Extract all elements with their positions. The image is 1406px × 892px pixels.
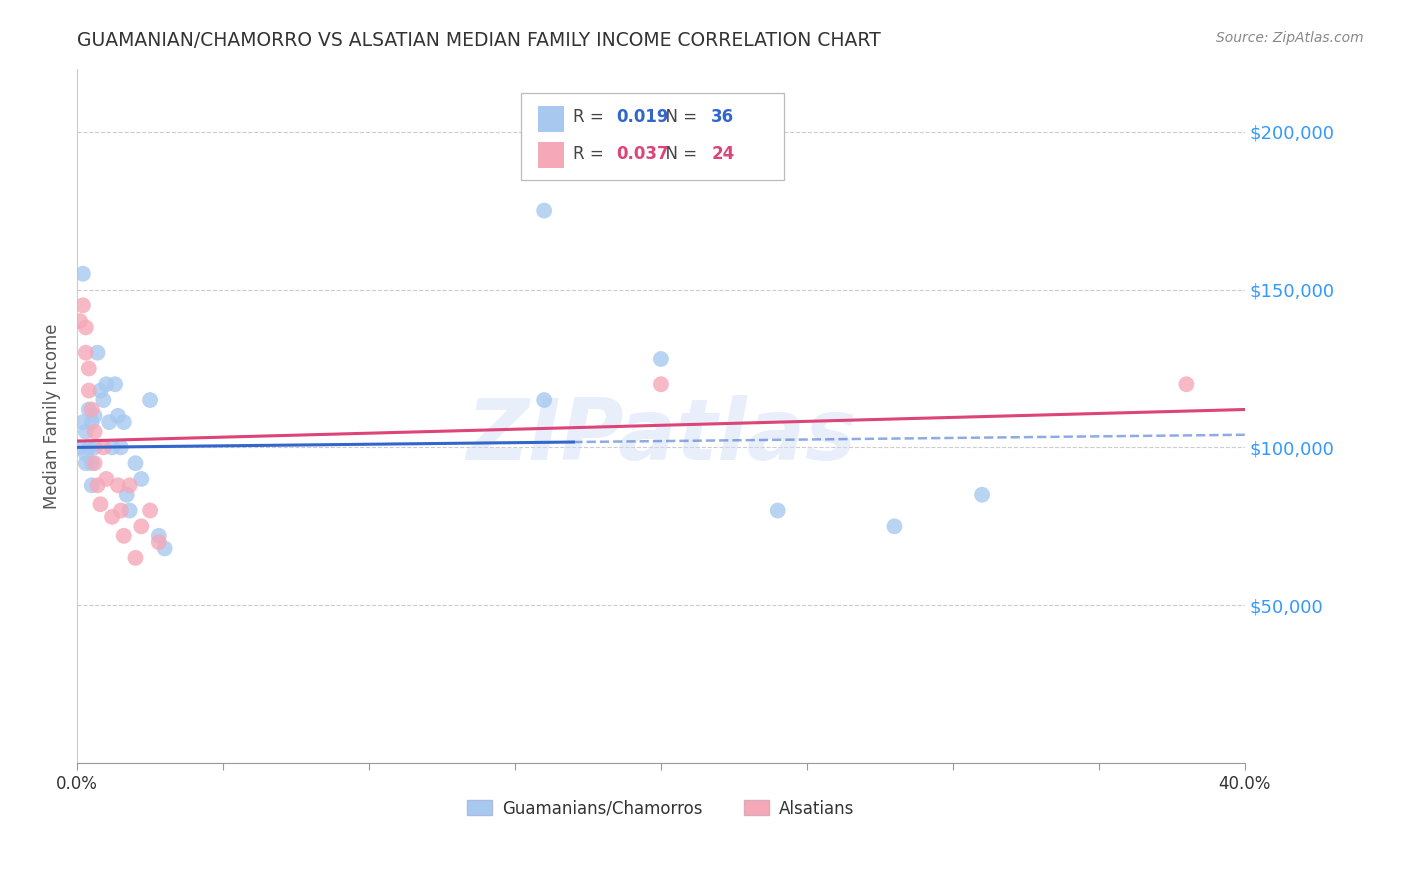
Text: 24: 24 — [711, 145, 734, 163]
Point — [650, 377, 672, 392]
Point — [107, 478, 129, 492]
Point — [72, 415, 94, 429]
Point — [96, 377, 118, 392]
Point — [131, 472, 153, 486]
Point — [104, 377, 127, 392]
Point — [533, 392, 555, 407]
Point — [69, 314, 91, 328]
Text: N =: N = — [655, 145, 703, 163]
Point — [153, 541, 176, 556]
Point — [110, 503, 132, 517]
Text: N =: N = — [655, 108, 703, 126]
Point — [77, 402, 100, 417]
Point — [80, 456, 103, 470]
Point — [112, 415, 135, 429]
Point — [98, 415, 121, 429]
Point — [101, 441, 124, 455]
Point — [118, 478, 141, 492]
Point — [80, 415, 103, 429]
Point — [115, 488, 138, 502]
Point — [77, 384, 100, 398]
Point — [77, 441, 100, 455]
Point — [131, 519, 153, 533]
Point — [110, 441, 132, 455]
Point — [107, 409, 129, 423]
Point — [75, 456, 97, 470]
Point — [93, 392, 115, 407]
Legend: Guamanians/Chamorros, Alsatians: Guamanians/Chamorros, Alsatians — [461, 793, 862, 824]
FancyBboxPatch shape — [520, 93, 783, 179]
Text: R =: R = — [574, 145, 609, 163]
Point — [89, 497, 111, 511]
Point — [83, 409, 105, 423]
Point — [75, 425, 97, 439]
Point — [86, 345, 108, 359]
Point — [83, 441, 105, 455]
Point — [101, 509, 124, 524]
Text: 0.037: 0.037 — [617, 145, 669, 163]
Y-axis label: Median Family Income: Median Family Income — [44, 323, 60, 508]
Text: ZIPatlas: ZIPatlas — [465, 395, 856, 478]
Point — [72, 267, 94, 281]
Text: R =: R = — [574, 108, 609, 126]
Point — [72, 298, 94, 312]
Point — [112, 529, 135, 543]
Point — [124, 550, 146, 565]
Point — [83, 425, 105, 439]
Text: Source: ZipAtlas.com: Source: ZipAtlas.com — [1216, 31, 1364, 45]
Point — [93, 441, 115, 455]
Point — [1175, 377, 1198, 392]
Point — [650, 351, 672, 366]
Point — [69, 441, 91, 455]
Point — [96, 472, 118, 486]
Point — [124, 456, 146, 470]
Point — [766, 503, 789, 517]
Point — [970, 488, 993, 502]
Point — [86, 478, 108, 492]
Text: 0.019: 0.019 — [617, 108, 669, 126]
Point — [89, 384, 111, 398]
Text: 36: 36 — [711, 108, 734, 126]
Point — [148, 535, 170, 549]
Point — [148, 529, 170, 543]
Text: GUAMANIAN/CHAMORRO VS ALSATIAN MEDIAN FAMILY INCOME CORRELATION CHART: GUAMANIAN/CHAMORRO VS ALSATIAN MEDIAN FA… — [77, 31, 882, 50]
Point — [80, 478, 103, 492]
Point — [118, 503, 141, 517]
FancyBboxPatch shape — [538, 142, 564, 169]
Point — [75, 447, 97, 461]
Point — [533, 203, 555, 218]
Point — [77, 361, 100, 376]
Point — [83, 456, 105, 470]
FancyBboxPatch shape — [538, 106, 564, 132]
Point — [80, 402, 103, 417]
Point — [75, 345, 97, 359]
Point — [883, 519, 905, 533]
Point — [139, 503, 162, 517]
Point — [75, 320, 97, 334]
Point — [139, 392, 162, 407]
